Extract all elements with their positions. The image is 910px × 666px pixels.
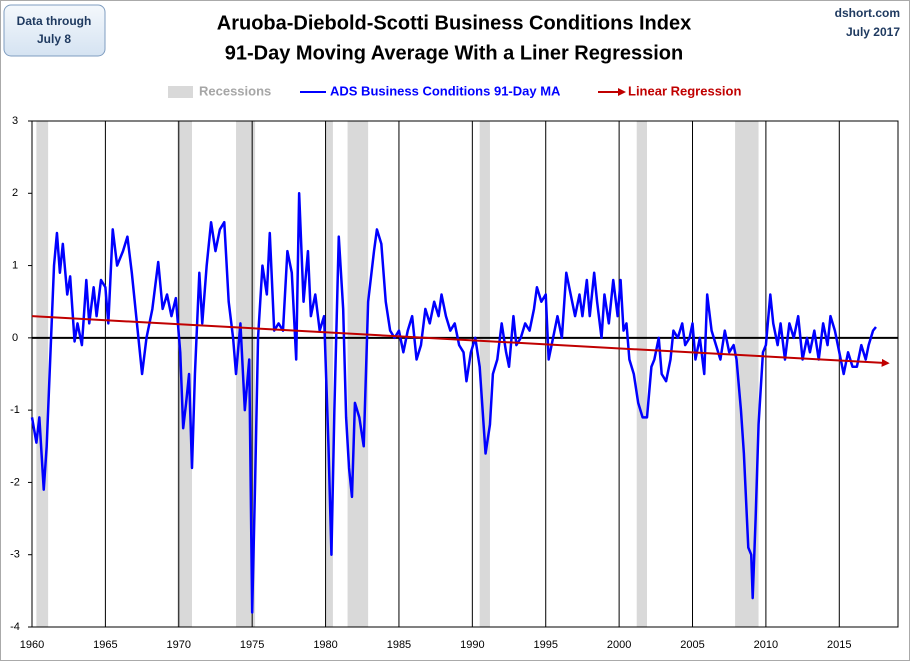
x-tick-label: 1960 (20, 639, 44, 651)
legend-label: Recessions (199, 83, 271, 98)
note-box (3, 4, 106, 57)
y-tick-label: -4 (10, 621, 20, 633)
x-tick-label: 2005 (680, 639, 704, 651)
recession-band (177, 121, 192, 627)
plot-border (31, 120, 899, 628)
x-tick-label: 1985 (387, 639, 411, 651)
recession-band (479, 121, 490, 627)
chart-subtitle: 91-Day Moving Average With a Liner Regre… (225, 42, 683, 64)
series-line (31, 315, 890, 367)
chart-title: Aruoba-Diebold-Scotti Business Condition… (217, 12, 691, 34)
y-tick-label: -3 (10, 549, 20, 561)
y-tick-label: 1 (12, 259, 18, 271)
y-tick-label: 0 (12, 332, 18, 344)
legend-label: Linear Regression (628, 83, 741, 98)
y-tick-label: 2 (12, 187, 18, 199)
y-tick-label: -2 (10, 476, 20, 488)
x-tick-label: 2015 (827, 639, 851, 651)
x-tick-label: 2010 (754, 639, 778, 651)
note-line: Data through (17, 14, 92, 28)
y-tick-label: 3 (12, 115, 18, 127)
series-line (30, 192, 877, 614)
y-tick-label: -1 (10, 404, 20, 416)
recession-band (735, 121, 759, 627)
note-line: July 8 (37, 32, 71, 46)
legend-swatch (168, 86, 193, 98)
x-tick-label: 1970 (167, 639, 191, 651)
x-tick-label: 2000 (607, 639, 631, 651)
source: dshort.com (835, 6, 900, 20)
x-tick-label: 1995 (533, 639, 557, 651)
x-tick-label: 1980 (313, 639, 337, 651)
recession-band (347, 121, 369, 627)
legend-label: ADS Business Conditions 91-Day MA (330, 83, 561, 98)
date-note: July 2017 (846, 25, 900, 39)
x-tick-label: 1990 (460, 639, 484, 651)
recession-band (325, 121, 333, 627)
x-tick-label: 1975 (240, 639, 264, 651)
x-tick-label: 1965 (93, 639, 117, 651)
recession-band (36, 121, 49, 627)
recession-band (636, 121, 648, 627)
